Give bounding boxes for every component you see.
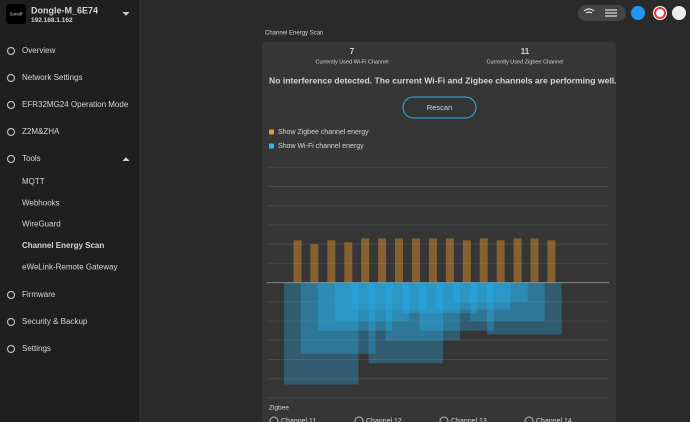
radio-button[interactable] bbox=[269, 416, 279, 422]
wifi-band bbox=[368, 282, 444, 364]
wifi-band bbox=[385, 282, 461, 341]
nav-item[interactable]: Webhooks bbox=[22, 198, 60, 207]
zigbee-bar bbox=[479, 238, 488, 283]
card bbox=[262, 42, 616, 422]
wifi-band bbox=[470, 282, 545, 322]
nav-icon bbox=[6, 100, 16, 110]
radio-button[interactable] bbox=[354, 416, 364, 422]
radio-label[interactable]: Channel 13 bbox=[451, 418, 487, 422]
tools-chevron[interactable] bbox=[122, 157, 130, 162]
zigbee-bar bbox=[462, 240, 471, 283]
nav-icon bbox=[6, 290, 16, 300]
wifi-icon bbox=[583, 8, 595, 14]
zigbee-bar bbox=[445, 238, 454, 283]
nav-icon bbox=[6, 127, 16, 137]
zigbee-bar bbox=[496, 240, 505, 283]
device-chevron[interactable] bbox=[122, 11, 130, 16]
wifi-band bbox=[402, 282, 477, 314]
device-name: Dongle-M_6E74 bbox=[31, 5, 98, 15]
legend-label[interactable]: Show Wi-Fi channel energy bbox=[278, 143, 364, 150]
zigbee-bar bbox=[361, 238, 370, 283]
nav-item[interactable]: EFR32MG24 Operation Mode bbox=[22, 100, 129, 109]
zigbee-bar bbox=[293, 240, 302, 283]
nav-item[interactable]: Settings bbox=[22, 344, 51, 353]
legend-label[interactable]: Show Zigbee channel energy bbox=[278, 129, 369, 136]
nav-item[interactable]: WireGuard bbox=[22, 220, 61, 229]
rescan-label[interactable]: Rescan bbox=[427, 103, 452, 112]
zigbee-bar bbox=[547, 240, 556, 283]
radio-label[interactable]: Channel 11 bbox=[281, 418, 316, 422]
alert-icon bbox=[654, 7, 666, 19]
language-icon[interactable] bbox=[631, 6, 645, 20]
zigbee-bar bbox=[411, 238, 420, 283]
nav-icon bbox=[6, 317, 16, 327]
radio-group-label: Zigbee bbox=[269, 405, 289, 412]
zigbee-bar bbox=[513, 238, 522, 283]
status-message: No interference detected. The current Wi… bbox=[269, 75, 617, 85]
nav-item[interactable]: Firmware bbox=[22, 290, 56, 299]
nav-item[interactable]: Tools bbox=[22, 154, 41, 163]
rescan-button[interactable] bbox=[402, 96, 477, 119]
nav-icon bbox=[6, 344, 16, 354]
stat-label: Currently Used Zigbee Channel bbox=[486, 59, 563, 65]
radio-label[interactable]: Channel 14 bbox=[536, 418, 572, 422]
nav-item[interactable]: Z2M&ZHA bbox=[22, 127, 60, 136]
wifi-band bbox=[436, 282, 511, 310]
stat-value: 11 bbox=[521, 47, 530, 56]
nav-icon bbox=[6, 154, 16, 164]
zigbee-bar bbox=[395, 238, 404, 283]
radio-button[interactable] bbox=[524, 416, 534, 422]
wifi-band bbox=[351, 282, 427, 310]
sidebar bbox=[0, 0, 140, 422]
nav-item[interactable]: Security & Backup bbox=[22, 317, 88, 326]
legend-checkbox[interactable] bbox=[269, 143, 274, 149]
wifi-band bbox=[317, 282, 393, 331]
status-pill[interactable] bbox=[578, 5, 626, 21]
wifi-band bbox=[283, 282, 359, 385]
nav-icon bbox=[6, 73, 16, 83]
nav-item[interactable]: MQTT bbox=[22, 177, 45, 186]
radio-label[interactable]: Channel 12 bbox=[366, 418, 402, 422]
stat-value: 7 bbox=[350, 47, 355, 56]
wifi-band bbox=[487, 282, 562, 335]
list-icon bbox=[605, 9, 617, 17]
nav-item[interactable]: Channel Energy Scan bbox=[22, 241, 104, 250]
section-title: Channel Energy Scan bbox=[265, 31, 323, 37]
wifi-band bbox=[334, 282, 410, 322]
zigbee-bar bbox=[327, 240, 336, 283]
stat-label: Currently Used Wi-Fi Channel bbox=[315, 59, 388, 65]
account-icon[interactable] bbox=[672, 6, 686, 20]
zigbee-bar bbox=[344, 242, 353, 283]
nav-item[interactable]: Overview bbox=[22, 46, 56, 55]
wifi-band bbox=[453, 282, 528, 302]
zigbee-bar bbox=[310, 244, 319, 283]
nav-icon bbox=[6, 46, 16, 56]
logo-box bbox=[6, 4, 26, 24]
wifi-band bbox=[419, 282, 494, 331]
logo: Sonoff bbox=[10, 12, 24, 17]
legend-checkbox[interactable] bbox=[269, 129, 274, 135]
wifi-band bbox=[300, 282, 376, 354]
device-ip: 192.168.1.162 bbox=[31, 17, 73, 24]
nav-item[interactable]: Network Settings bbox=[22, 73, 82, 82]
radio-button[interactable] bbox=[439, 416, 449, 422]
nav-item[interactable]: eWeLink-Remote Gateway bbox=[22, 262, 117, 271]
zigbee-bar bbox=[428, 238, 437, 283]
zigbee-bar bbox=[530, 238, 539, 283]
zigbee-bar bbox=[378, 238, 387, 283]
